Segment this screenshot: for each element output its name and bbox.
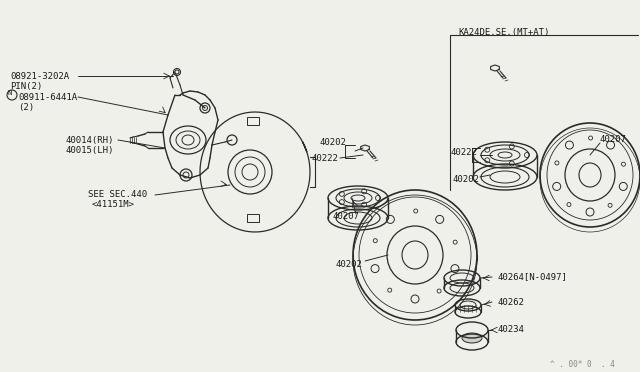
Text: 40264[N-0497]: 40264[N-0497] xyxy=(498,272,568,281)
Text: 40202: 40202 xyxy=(336,260,363,269)
Text: 08911-6441A: 08911-6441A xyxy=(18,93,77,102)
Text: PIN(2): PIN(2) xyxy=(10,82,42,91)
Ellipse shape xyxy=(353,195,477,325)
Text: 40222: 40222 xyxy=(451,148,478,157)
Text: (2): (2) xyxy=(18,103,34,112)
Text: <41151M>: <41151M> xyxy=(92,200,135,209)
Text: 08921-3202A: 08921-3202A xyxy=(10,72,69,81)
Text: N: N xyxy=(8,90,12,96)
Text: 40202: 40202 xyxy=(453,175,480,184)
Text: 40262: 40262 xyxy=(498,298,525,307)
Text: ^ . 00* 0  . 4: ^ . 00* 0 . 4 xyxy=(550,360,615,369)
Ellipse shape xyxy=(462,333,482,343)
Ellipse shape xyxy=(351,195,365,201)
Text: 40234: 40234 xyxy=(498,325,525,334)
Text: KA24DE.SE.(MT+AT): KA24DE.SE.(MT+AT) xyxy=(458,28,549,37)
Text: 40207: 40207 xyxy=(600,135,627,144)
Circle shape xyxy=(175,70,179,74)
Text: SEE SEC.440: SEE SEC.440 xyxy=(88,190,147,199)
Bar xyxy=(247,214,259,222)
Bar xyxy=(247,117,259,125)
Ellipse shape xyxy=(498,152,512,158)
Text: 40014(RH): 40014(RH) xyxy=(65,136,113,145)
Text: 40202: 40202 xyxy=(320,138,347,147)
Text: 40207: 40207 xyxy=(333,212,360,221)
Text: 40015(LH): 40015(LH) xyxy=(65,146,113,155)
Text: 40222: 40222 xyxy=(312,154,339,163)
Ellipse shape xyxy=(540,128,640,232)
